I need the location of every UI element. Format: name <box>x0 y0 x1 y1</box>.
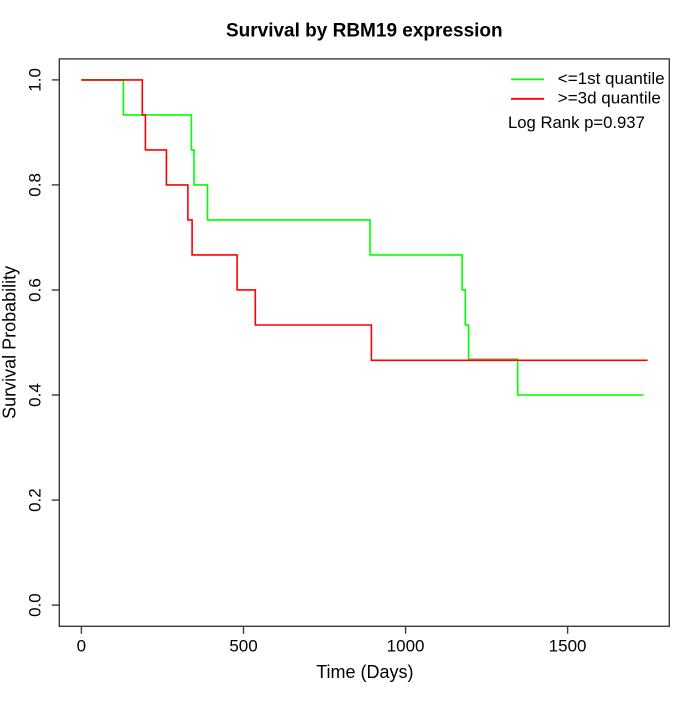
svg-text:<=1st quantile: <=1st quantile <box>558 69 665 88</box>
svg-text:1500: 1500 <box>549 637 587 656</box>
svg-text:Log Rank p=0.937: Log Rank p=0.937 <box>508 113 645 132</box>
svg-text:1000: 1000 <box>387 637 425 656</box>
svg-text:Survival by RBM19 expression: Survival by RBM19 expression <box>226 20 503 41</box>
svg-text:Survival Probability: Survival Probability <box>0 266 19 419</box>
svg-text:0.8: 0.8 <box>26 173 45 197</box>
svg-text:>=3d quantile: >=3d quantile <box>558 89 661 108</box>
svg-text:0: 0 <box>77 637 86 656</box>
svg-text:0.0: 0.0 <box>26 593 45 617</box>
svg-text:500: 500 <box>229 637 257 656</box>
svg-text:0.4: 0.4 <box>26 383 45 407</box>
svg-text:0.6: 0.6 <box>26 278 45 302</box>
svg-text:Time (Days): Time (Days) <box>316 662 413 682</box>
svg-text:0.2: 0.2 <box>26 488 45 512</box>
svg-text:1.0: 1.0 <box>26 68 45 92</box>
